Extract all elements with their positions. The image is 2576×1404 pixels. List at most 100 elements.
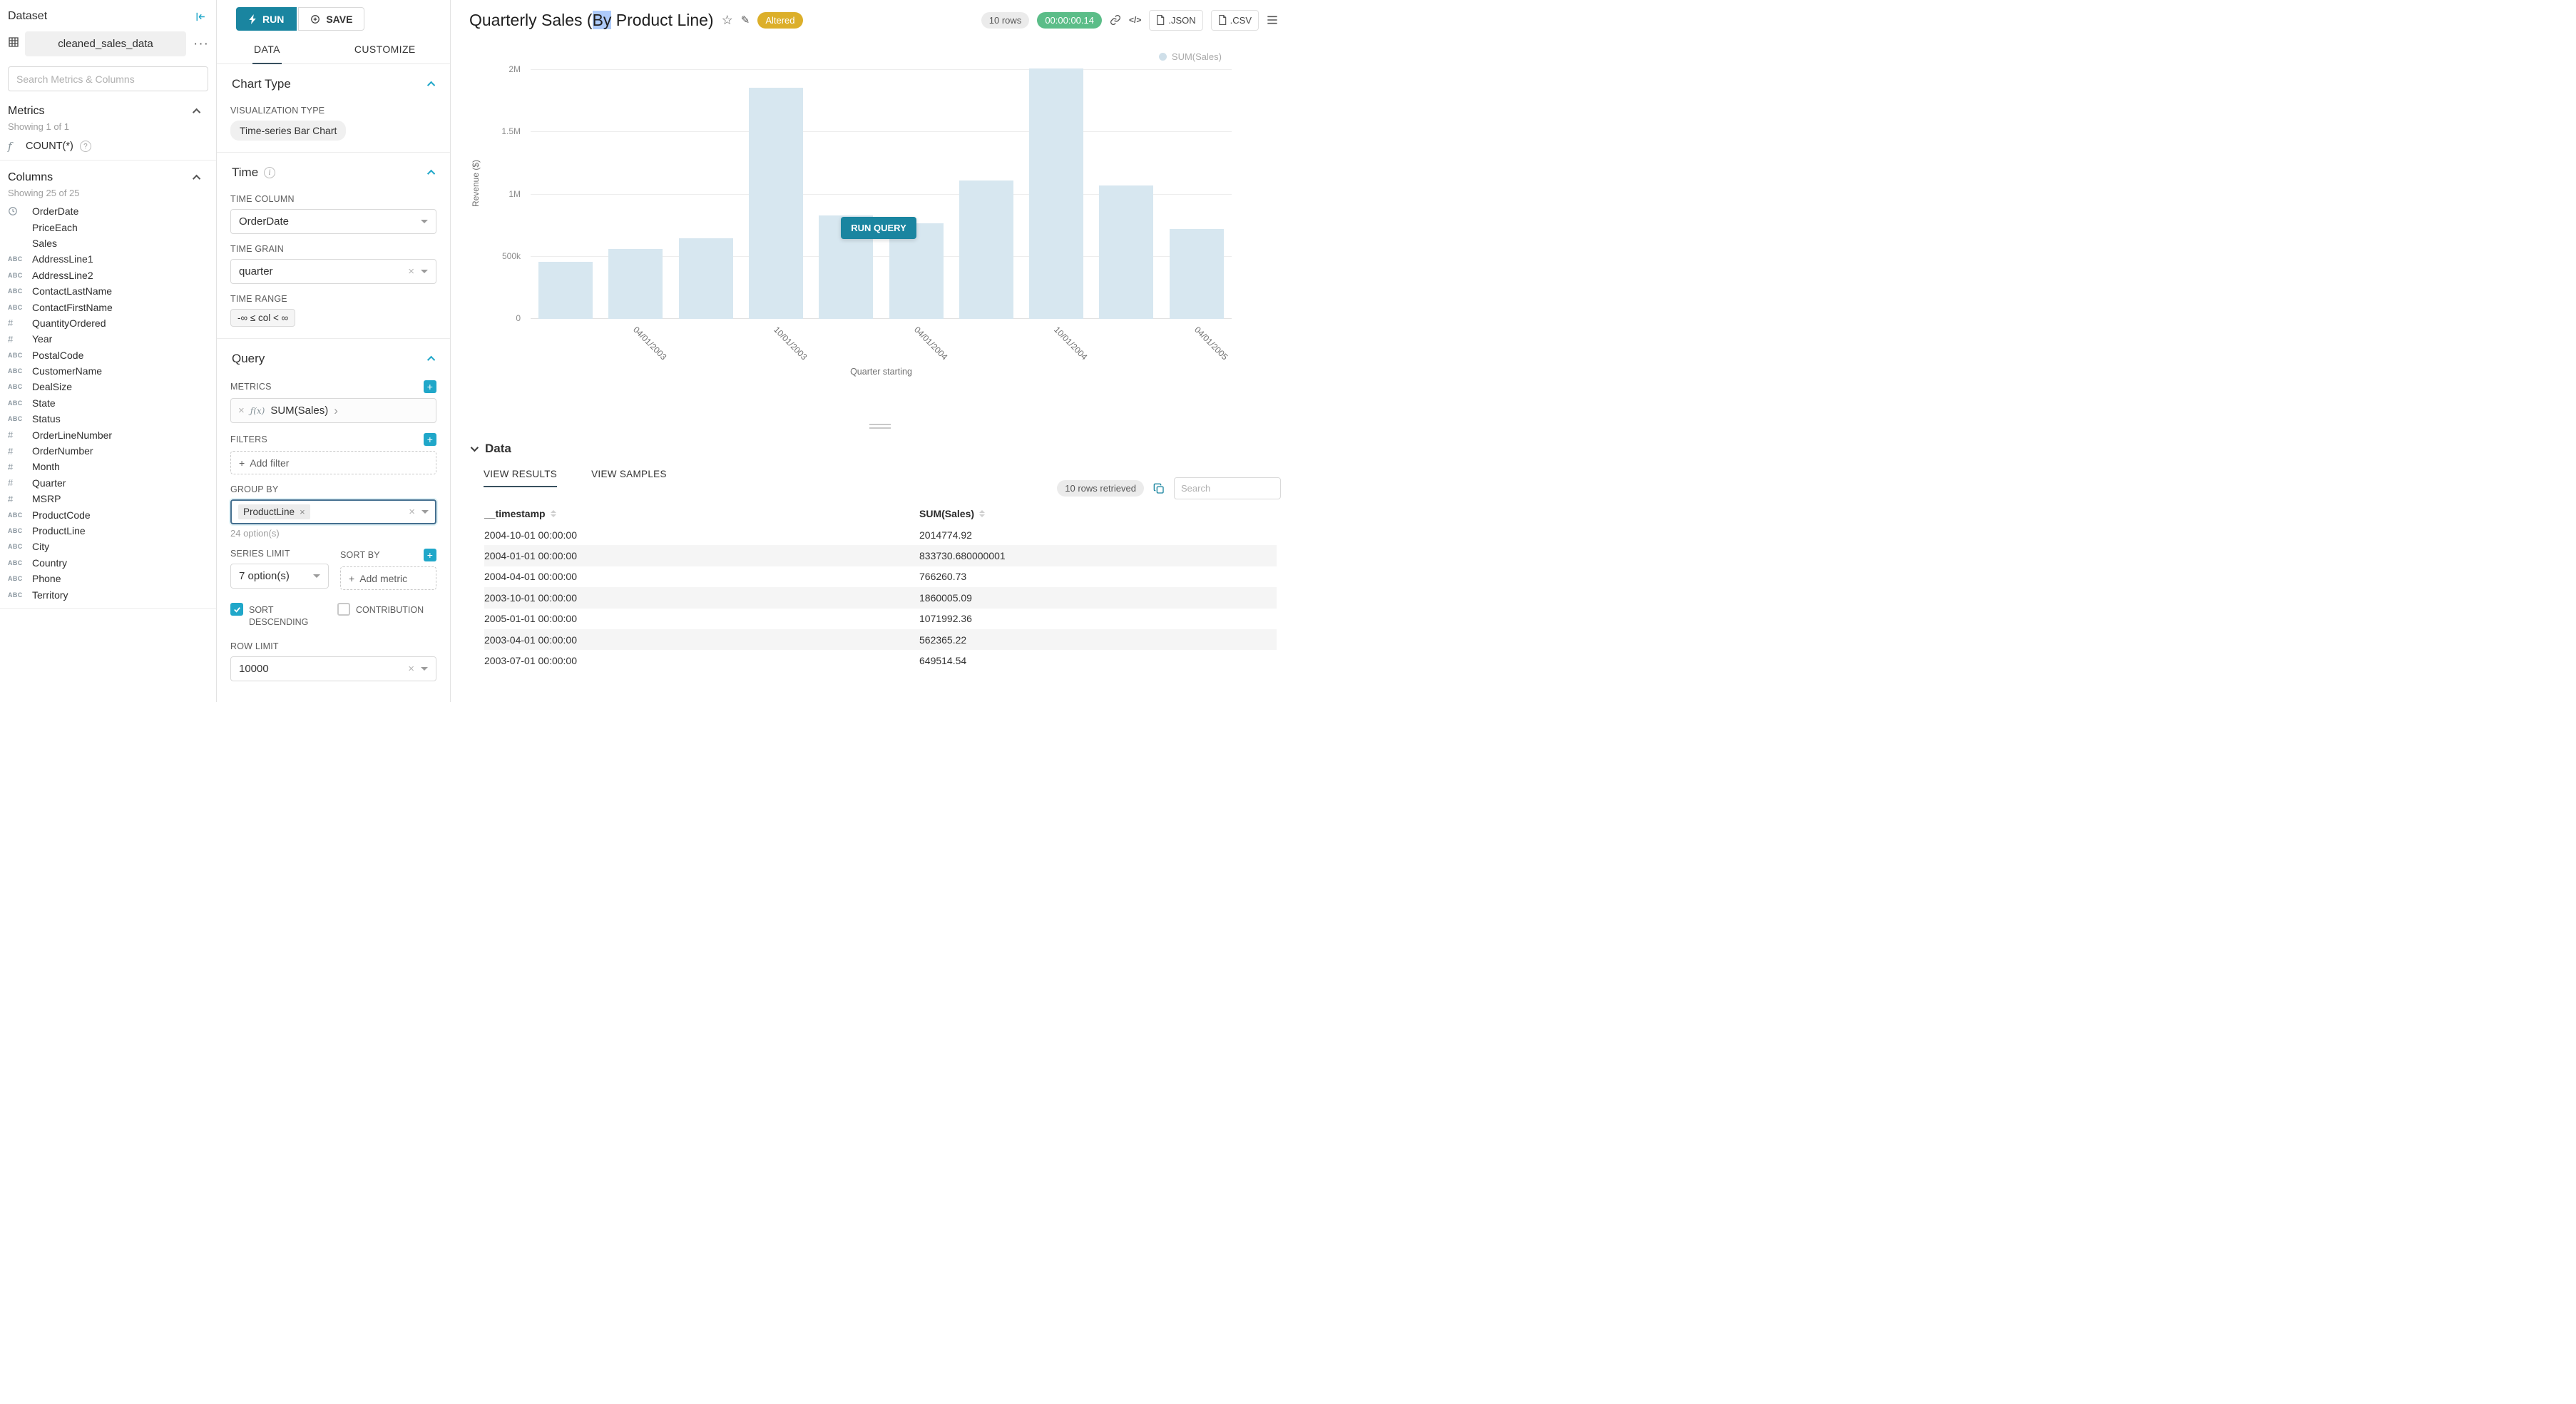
series-limit-select[interactable]: 7 option(s) bbox=[230, 564, 329, 589]
metrics-showing-count: Showing 1 of 1 bbox=[8, 121, 70, 132]
column-item[interactable]: Sales bbox=[0, 235, 216, 251]
column-item[interactable]: OrderDate bbox=[0, 203, 216, 219]
control-tabs: DATA CUSTOMIZE bbox=[217, 39, 450, 64]
question-mark-icon[interactable]: ? bbox=[79, 141, 91, 152]
column-item[interactable]: # Quarter bbox=[0, 475, 216, 491]
column-header[interactable]: SUM(Sales) bbox=[919, 508, 1277, 519]
string-type-icon: ABC bbox=[8, 255, 23, 263]
add-metric-button[interactable]: + bbox=[424, 380, 436, 393]
column-item[interactable]: ABC Country bbox=[0, 555, 216, 571]
run-button[interactable]: RUN bbox=[236, 7, 297, 31]
copy-to-clipboard-icon[interactable] bbox=[1153, 483, 1165, 494]
clear-icon[interactable]: × bbox=[408, 265, 414, 278]
table-cell: 562365.22 bbox=[919, 634, 967, 646]
sort-descending-checkbox[interactable] bbox=[230, 603, 243, 616]
column-item[interactable]: ABC AddressLine2 bbox=[0, 268, 216, 283]
run-query-button[interactable]: RUN QUERY bbox=[841, 217, 916, 239]
clear-icon[interactable]: × bbox=[408, 662, 414, 675]
column-item[interactable]: # OrderNumber bbox=[0, 443, 216, 459]
columns-section-header[interactable]: Columns bbox=[0, 161, 216, 185]
embed-code-icon[interactable]: </> bbox=[1129, 15, 1142, 25]
sort-by-label: SORT BY bbox=[340, 550, 380, 560]
metric-pill-sum-sales[interactable]: × ƒ(x) SUM(Sales) › bbox=[230, 398, 436, 423]
altered-badge[interactable]: Altered bbox=[757, 11, 803, 29]
favorite-star-icon[interactable]: ☆ bbox=[721, 12, 733, 27]
column-item[interactable]: # Month bbox=[0, 459, 216, 474]
add-filter-dropzone[interactable]: + Add filter bbox=[230, 451, 436, 474]
add-sort-metric-button[interactable]: + bbox=[424, 549, 436, 561]
time-range-value[interactable]: -∞ ≤ col < ∞ bbox=[230, 309, 296, 327]
dataset-name[interactable]: cleaned_sales_data bbox=[25, 31, 187, 56]
column-item[interactable]: ABC ContactFirstName bbox=[0, 299, 216, 315]
dataset-more-icon[interactable]: ··· bbox=[193, 36, 209, 51]
sort-icon[interactable] bbox=[979, 510, 986, 517]
table-row: 2004-04-01 00:00:00 766260.73 bbox=[484, 566, 1277, 587]
tab-view-results[interactable]: VIEW RESULTS bbox=[484, 469, 558, 487]
column-item[interactable]: ABC Phone bbox=[0, 571, 216, 586]
column-item[interactable]: ABC DealSize bbox=[0, 379, 216, 395]
column-item[interactable]: ABC State bbox=[0, 395, 216, 411]
column-name: Sales bbox=[32, 237, 58, 249]
column-item[interactable]: # QuantityOrdered bbox=[0, 315, 216, 331]
control-panel-scroll[interactable]: Chart Type VISUALIZATION TYPE Time-serie… bbox=[217, 64, 450, 702]
metrics-section-header[interactable]: Metrics bbox=[0, 94, 216, 119]
table-cell: 1860005.09 bbox=[919, 591, 972, 604]
viz-type-value[interactable]: Time-series Bar Chart bbox=[230, 121, 347, 141]
column-item[interactable]: ABC AddressLine1 bbox=[0, 251, 216, 267]
column-header[interactable]: __timestamp bbox=[484, 508, 919, 519]
time-grain-select[interactable]: quarter × bbox=[230, 259, 436, 284]
table-cell: 2004-04-01 00:00:00 bbox=[484, 571, 577, 583]
metrics-columns-search-input[interactable] bbox=[8, 66, 208, 91]
column-item[interactable]: ABC Territory bbox=[0, 586, 216, 602]
series-limit-label: SERIES LIMIT bbox=[230, 549, 290, 559]
row-limit-select[interactable]: 10000 × bbox=[230, 656, 436, 681]
column-item[interactable]: # OrderLineNumber bbox=[0, 427, 216, 442]
group-by-tag-productline[interactable]: ProductLine × bbox=[238, 504, 310, 519]
group-by-select[interactable]: ProductLine × × bbox=[230, 499, 436, 524]
export-json-button[interactable]: .JSON bbox=[1149, 9, 1203, 31]
sort-by-add-metric[interactable]: + Add metric bbox=[340, 566, 436, 590]
column-item[interactable]: # Year bbox=[0, 331, 216, 347]
time-column-select[interactable]: OrderDate bbox=[230, 209, 436, 234]
tab-customize[interactable]: CUSTOMIZE bbox=[354, 44, 416, 55]
column-item[interactable]: ABC City bbox=[0, 539, 216, 554]
save-button[interactable]: SAVE bbox=[298, 7, 365, 31]
contribution-checkbox[interactable] bbox=[337, 603, 350, 616]
chart-title[interactable]: Quarterly Sales (By Product Line) bbox=[469, 10, 714, 29]
query-section-header[interactable]: Query bbox=[230, 339, 436, 370]
tab-data[interactable]: DATA bbox=[252, 39, 282, 64]
remove-tag-icon[interactable]: × bbox=[300, 507, 305, 517]
column-item[interactable]: # MSRP bbox=[0, 491, 216, 507]
panel-resize-handle[interactable] bbox=[869, 424, 891, 431]
column-item[interactable]: ABC CustomerName bbox=[0, 363, 216, 379]
column-item[interactable]: ABC ProductCode bbox=[0, 507, 216, 522]
results-search-input[interactable] bbox=[1174, 477, 1281, 499]
divider bbox=[0, 607, 216, 609]
export-csv-button[interactable]: .CSV bbox=[1210, 9, 1259, 31]
chart-type-section-header[interactable]: Chart Type bbox=[230, 64, 436, 96]
column-item[interactable]: ABC ProductLine bbox=[0, 523, 216, 539]
info-icon[interactable]: i bbox=[264, 167, 276, 178]
legend-item-sum-sales[interactable]: SUM(Sales) bbox=[1158, 51, 1222, 62]
menu-icon[interactable] bbox=[1267, 15, 1278, 25]
edit-pencil-icon[interactable]: ✎ bbox=[740, 14, 750, 26]
y-axis-tick-label: 500k bbox=[501, 250, 521, 261]
column-item[interactable]: ABC ContactLastName bbox=[0, 283, 216, 299]
chart-canvas: SUM(Sales) Revenue ($) Quarter starting … bbox=[451, 40, 1288, 429]
clear-icon[interactable]: × bbox=[409, 506, 415, 518]
metric-item[interactable]: f COUNT(*) ? bbox=[0, 134, 216, 160]
column-item[interactable]: PriceEach bbox=[0, 219, 216, 235]
remove-metric-icon[interactable]: × bbox=[238, 405, 245, 417]
legend-dot-icon bbox=[1158, 53, 1167, 61]
column-item[interactable]: ABC Status bbox=[0, 411, 216, 427]
time-section-header[interactable]: Time i bbox=[230, 153, 436, 184]
sort-icon[interactable] bbox=[550, 510, 556, 517]
column-item[interactable]: ABC PostalCode bbox=[0, 347, 216, 363]
add-filter-button[interactable]: + bbox=[424, 433, 436, 446]
data-section-header[interactable]: Data bbox=[451, 429, 1288, 456]
chevron-up-icon bbox=[426, 81, 436, 90]
tab-view-samples[interactable]: VIEW SAMPLES bbox=[591, 469, 667, 479]
collapse-panel-icon[interactable] bbox=[194, 11, 206, 23]
copy-link-icon[interactable] bbox=[1110, 14, 1121, 26]
rows-retrieved-badge: 10 rows retrieved bbox=[1057, 480, 1144, 497]
